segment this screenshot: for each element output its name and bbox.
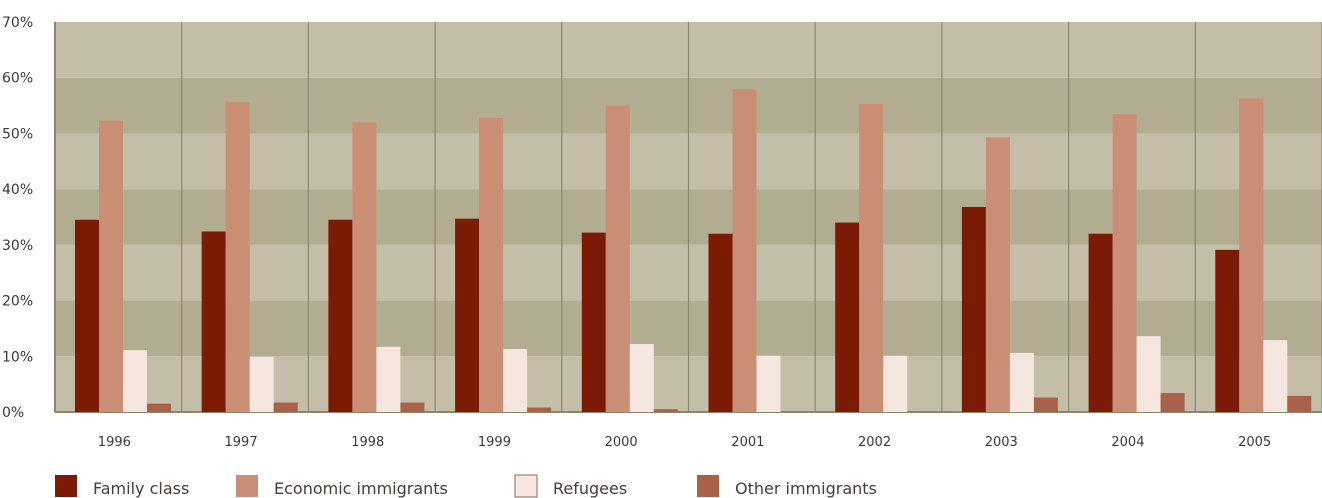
bar-refugees <box>1263 340 1288 412</box>
bar-economic-immigrants <box>479 117 504 412</box>
y-tick-label: 40% <box>2 182 33 198</box>
bars <box>75 89 1312 413</box>
bar-family-class <box>201 231 226 412</box>
y-tick-label: 10% <box>2 349 33 365</box>
legend-label: Other immigrants <box>735 479 877 498</box>
bar-economic-immigrants <box>225 102 250 412</box>
y-tick-label: 20% <box>2 294 33 310</box>
bar-refugees <box>123 350 147 412</box>
bar-economic-immigrants <box>605 105 630 413</box>
bar-family-class <box>75 219 99 412</box>
bar-refugees <box>883 355 908 412</box>
bar-economic-immigrants <box>1239 98 1264 412</box>
legend-swatch <box>236 475 258 497</box>
bar-other-immigrants <box>147 403 171 412</box>
y-tick-label: 60% <box>2 71 33 87</box>
x-tick-label: 1996 <box>98 435 131 450</box>
x-tick-label: 2000 <box>605 435 638 450</box>
legend-label: Family class <box>93 479 189 498</box>
bar-economic-immigrants <box>1112 113 1137 412</box>
legend-swatch <box>697 475 719 497</box>
bar-refugees <box>503 349 528 412</box>
y-axis: 0% 10% 20% 30% 40% 50% 60% 70% <box>2 15 33 421</box>
bar-refugees <box>1136 336 1161 412</box>
bar-family-class <box>455 218 480 412</box>
bar-other-immigrants <box>653 409 678 412</box>
x-tick-label: 1999 <box>478 435 511 450</box>
x-tick-label: 2005 <box>1238 435 1271 450</box>
legend-swatch <box>55 475 77 497</box>
bar-refugees <box>756 355 781 412</box>
bar-other-immigrants <box>1287 395 1312 412</box>
y-tick-label: 30% <box>2 238 33 254</box>
bar-other-immigrants <box>273 402 298 412</box>
legend-label: Refugees <box>553 479 627 498</box>
x-tick-label: 2001 <box>731 435 764 450</box>
x-tick-label: 1997 <box>225 435 258 450</box>
legend-swatch <box>514 474 538 498</box>
bar-refugees <box>249 356 274 412</box>
bar-other-immigrants <box>1160 393 1185 412</box>
x-tick-label: 2002 <box>858 435 891 450</box>
bar-other-immigrants <box>527 407 552 412</box>
bar-family-class <box>1088 233 1113 412</box>
bar-economic-immigrants <box>859 103 884 413</box>
x-axis: 1996 1997 1998 1999 2000 2001 2002 2003 2004 2005 <box>98 435 1271 450</box>
bar-economic-immigrants <box>985 137 1010 413</box>
bar-economic-immigrants <box>352 122 377 413</box>
y-tick-label: 0% <box>2 405 24 421</box>
bar-refugees <box>629 344 654 412</box>
y-tick-label: 50% <box>2 126 33 142</box>
y-tick-label: 70% <box>2 15 33 31</box>
x-tick-label: 2003 <box>985 435 1018 450</box>
bar-family-class <box>328 219 353 412</box>
legend-label: Economic immigrants <box>274 479 448 498</box>
bar-family-class <box>581 232 606 412</box>
bar-other-immigrants <box>1033 397 1058 412</box>
x-tick-label: 2004 <box>1111 435 1144 450</box>
bar-other-immigrants <box>400 402 425 412</box>
bar-economic-immigrants <box>99 120 123 412</box>
legend: Family class Economic immigrants Refugees O… <box>55 474 877 498</box>
bar-family-class <box>708 233 733 412</box>
bar-family-class <box>1215 249 1240 412</box>
bar-refugees <box>1009 352 1034 412</box>
bar-family-class <box>835 222 860 412</box>
bar-economic-immigrants <box>732 89 757 413</box>
x-tick-label: 1998 <box>351 435 384 450</box>
bar-refugees <box>376 346 401 412</box>
bar-family-class <box>961 206 986 412</box>
